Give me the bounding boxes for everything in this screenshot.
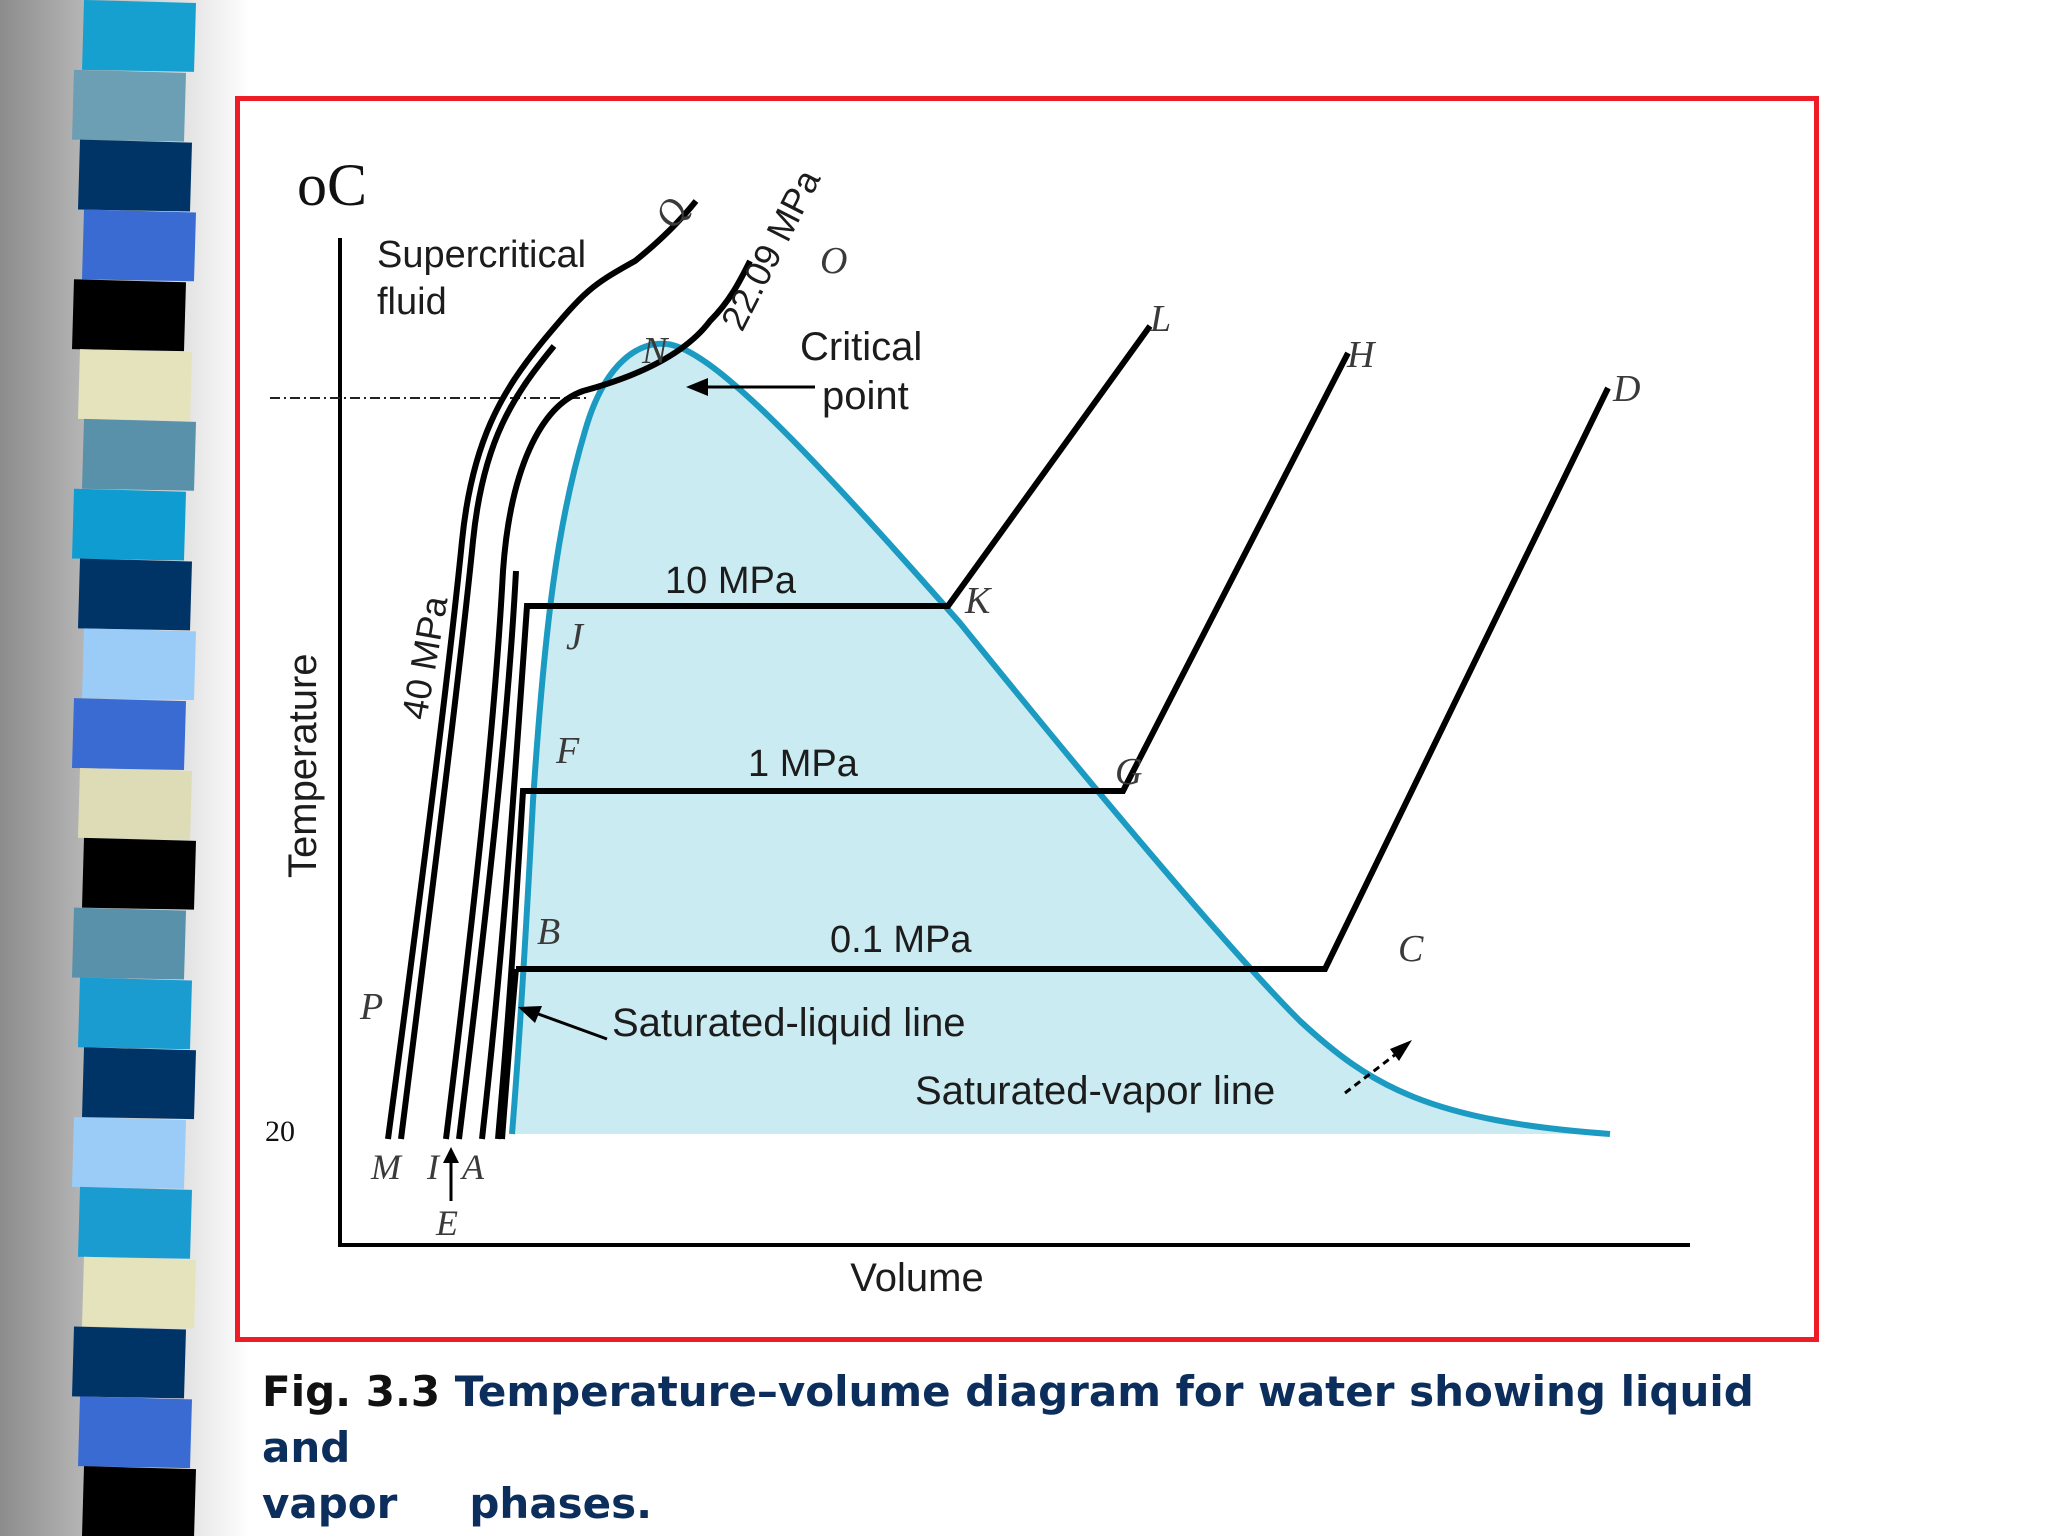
caption-figure-number: Fig. 3.3 xyxy=(262,1367,441,1416)
point-l-label: L xyxy=(1149,298,1171,340)
isobar-40-mpa xyxy=(385,199,699,1140)
critical-point-label-line2: point xyxy=(822,374,909,418)
stripe-block xyxy=(72,488,186,561)
diagram-frame: oC 20 Temperature Volume Supercritical f… xyxy=(235,96,1819,1342)
two-phase-region xyxy=(512,343,1610,1134)
point-g-label: G xyxy=(1115,751,1142,793)
stripe-block xyxy=(72,279,186,352)
stripe-block xyxy=(78,349,192,421)
isobar-1-mpa xyxy=(495,351,1351,1140)
point-c-label: C xyxy=(1398,928,1424,970)
supercritical-label-line1: Supercritical xyxy=(377,234,586,276)
saturated-vapor-line xyxy=(666,341,1611,1137)
stripe-block xyxy=(82,837,196,910)
stripe-block xyxy=(72,907,186,980)
decorative-stripe-bar xyxy=(0,0,250,1536)
saturated-vapor-label: Saturated-vapor line xyxy=(915,1069,1275,1113)
point-d-label: D xyxy=(1612,368,1640,410)
point-o-label: O xyxy=(820,240,847,282)
x-axis-title: Volume xyxy=(850,1256,983,1300)
caption-line1: Temperature–volume diagram for water sho… xyxy=(262,1367,1754,1472)
y-unit-label: oC xyxy=(297,152,367,218)
isobar-40-mpa-twin xyxy=(398,344,557,1140)
saturated-liquid-arrowhead xyxy=(518,1006,542,1023)
saturated-liquid-label: Saturated-liquid line xyxy=(612,1001,966,1045)
stripe-block xyxy=(72,1326,186,1399)
point-k-label: K xyxy=(964,580,992,622)
critical-point-arrowhead xyxy=(686,378,708,396)
isobar-1-mpa-label: 1 MPa xyxy=(748,743,859,785)
stripe-block xyxy=(82,209,196,282)
stripe-block xyxy=(78,1396,192,1469)
isobar-0-1-mpa-liquid xyxy=(499,968,519,1140)
stripe-block xyxy=(78,768,192,840)
isobar-10-mpa-label: 10 MPa xyxy=(665,560,797,602)
point-f-label: F xyxy=(555,730,580,772)
isobar-0-1-mpa-label: 0.1 MPa xyxy=(830,919,972,961)
saturated-vapor-arrowhead xyxy=(1390,1040,1412,1061)
y-tick-low-label: 20 xyxy=(265,1115,295,1148)
caption-line2-part1: vapor xyxy=(262,1479,398,1528)
stripe-block xyxy=(82,0,196,72)
stripe-block xyxy=(72,1117,186,1189)
point-p-label: P xyxy=(359,986,383,1028)
critical-point-label-line1: Critical xyxy=(800,325,922,369)
figure-caption: Fig. 3.3 Temperature–volume diagram for … xyxy=(262,1364,1822,1532)
isobar-10-mpa xyxy=(479,324,1153,1140)
stripe-block xyxy=(72,69,186,142)
point-m-label: M xyxy=(370,1147,403,1187)
stripe-block xyxy=(82,628,196,701)
point-b-label: B xyxy=(537,911,560,953)
isobar-critical-label: 22.09 MPa xyxy=(713,162,829,337)
caption-line2-part2: phases. xyxy=(469,1479,653,1528)
point-i-label: I xyxy=(426,1147,441,1187)
stripe-block xyxy=(82,1466,196,1536)
stripe-block xyxy=(78,558,192,631)
point-n-label: N xyxy=(641,330,670,372)
isobar-critical xyxy=(443,259,753,1140)
supercritical-label-line2: fluid xyxy=(377,281,447,323)
isobar-critical-twin xyxy=(456,570,519,1140)
point-q-label: Q xyxy=(647,191,697,235)
saturated-liquid-arrow xyxy=(529,1009,608,1041)
isobar-0-1-mpa xyxy=(516,386,1611,972)
point-a-label: A xyxy=(460,1147,485,1187)
stripe-block xyxy=(78,1186,192,1259)
temperature-volume-diagram: oC 20 Temperature Volume Supercritical f… xyxy=(265,152,1690,1300)
stripe-block xyxy=(72,698,186,770)
stripe-block xyxy=(78,139,192,212)
y-axis-title: Temperature xyxy=(281,653,325,878)
point-e-label: E xyxy=(435,1203,458,1243)
stripe-block xyxy=(82,1256,196,1329)
stripe-block xyxy=(78,977,192,1050)
point-j-label: J xyxy=(566,616,585,658)
point-e-arrowhead xyxy=(443,1147,459,1163)
point-h-label: H xyxy=(1346,334,1377,376)
stripe-block xyxy=(82,1047,196,1120)
stripe-block xyxy=(82,418,196,491)
